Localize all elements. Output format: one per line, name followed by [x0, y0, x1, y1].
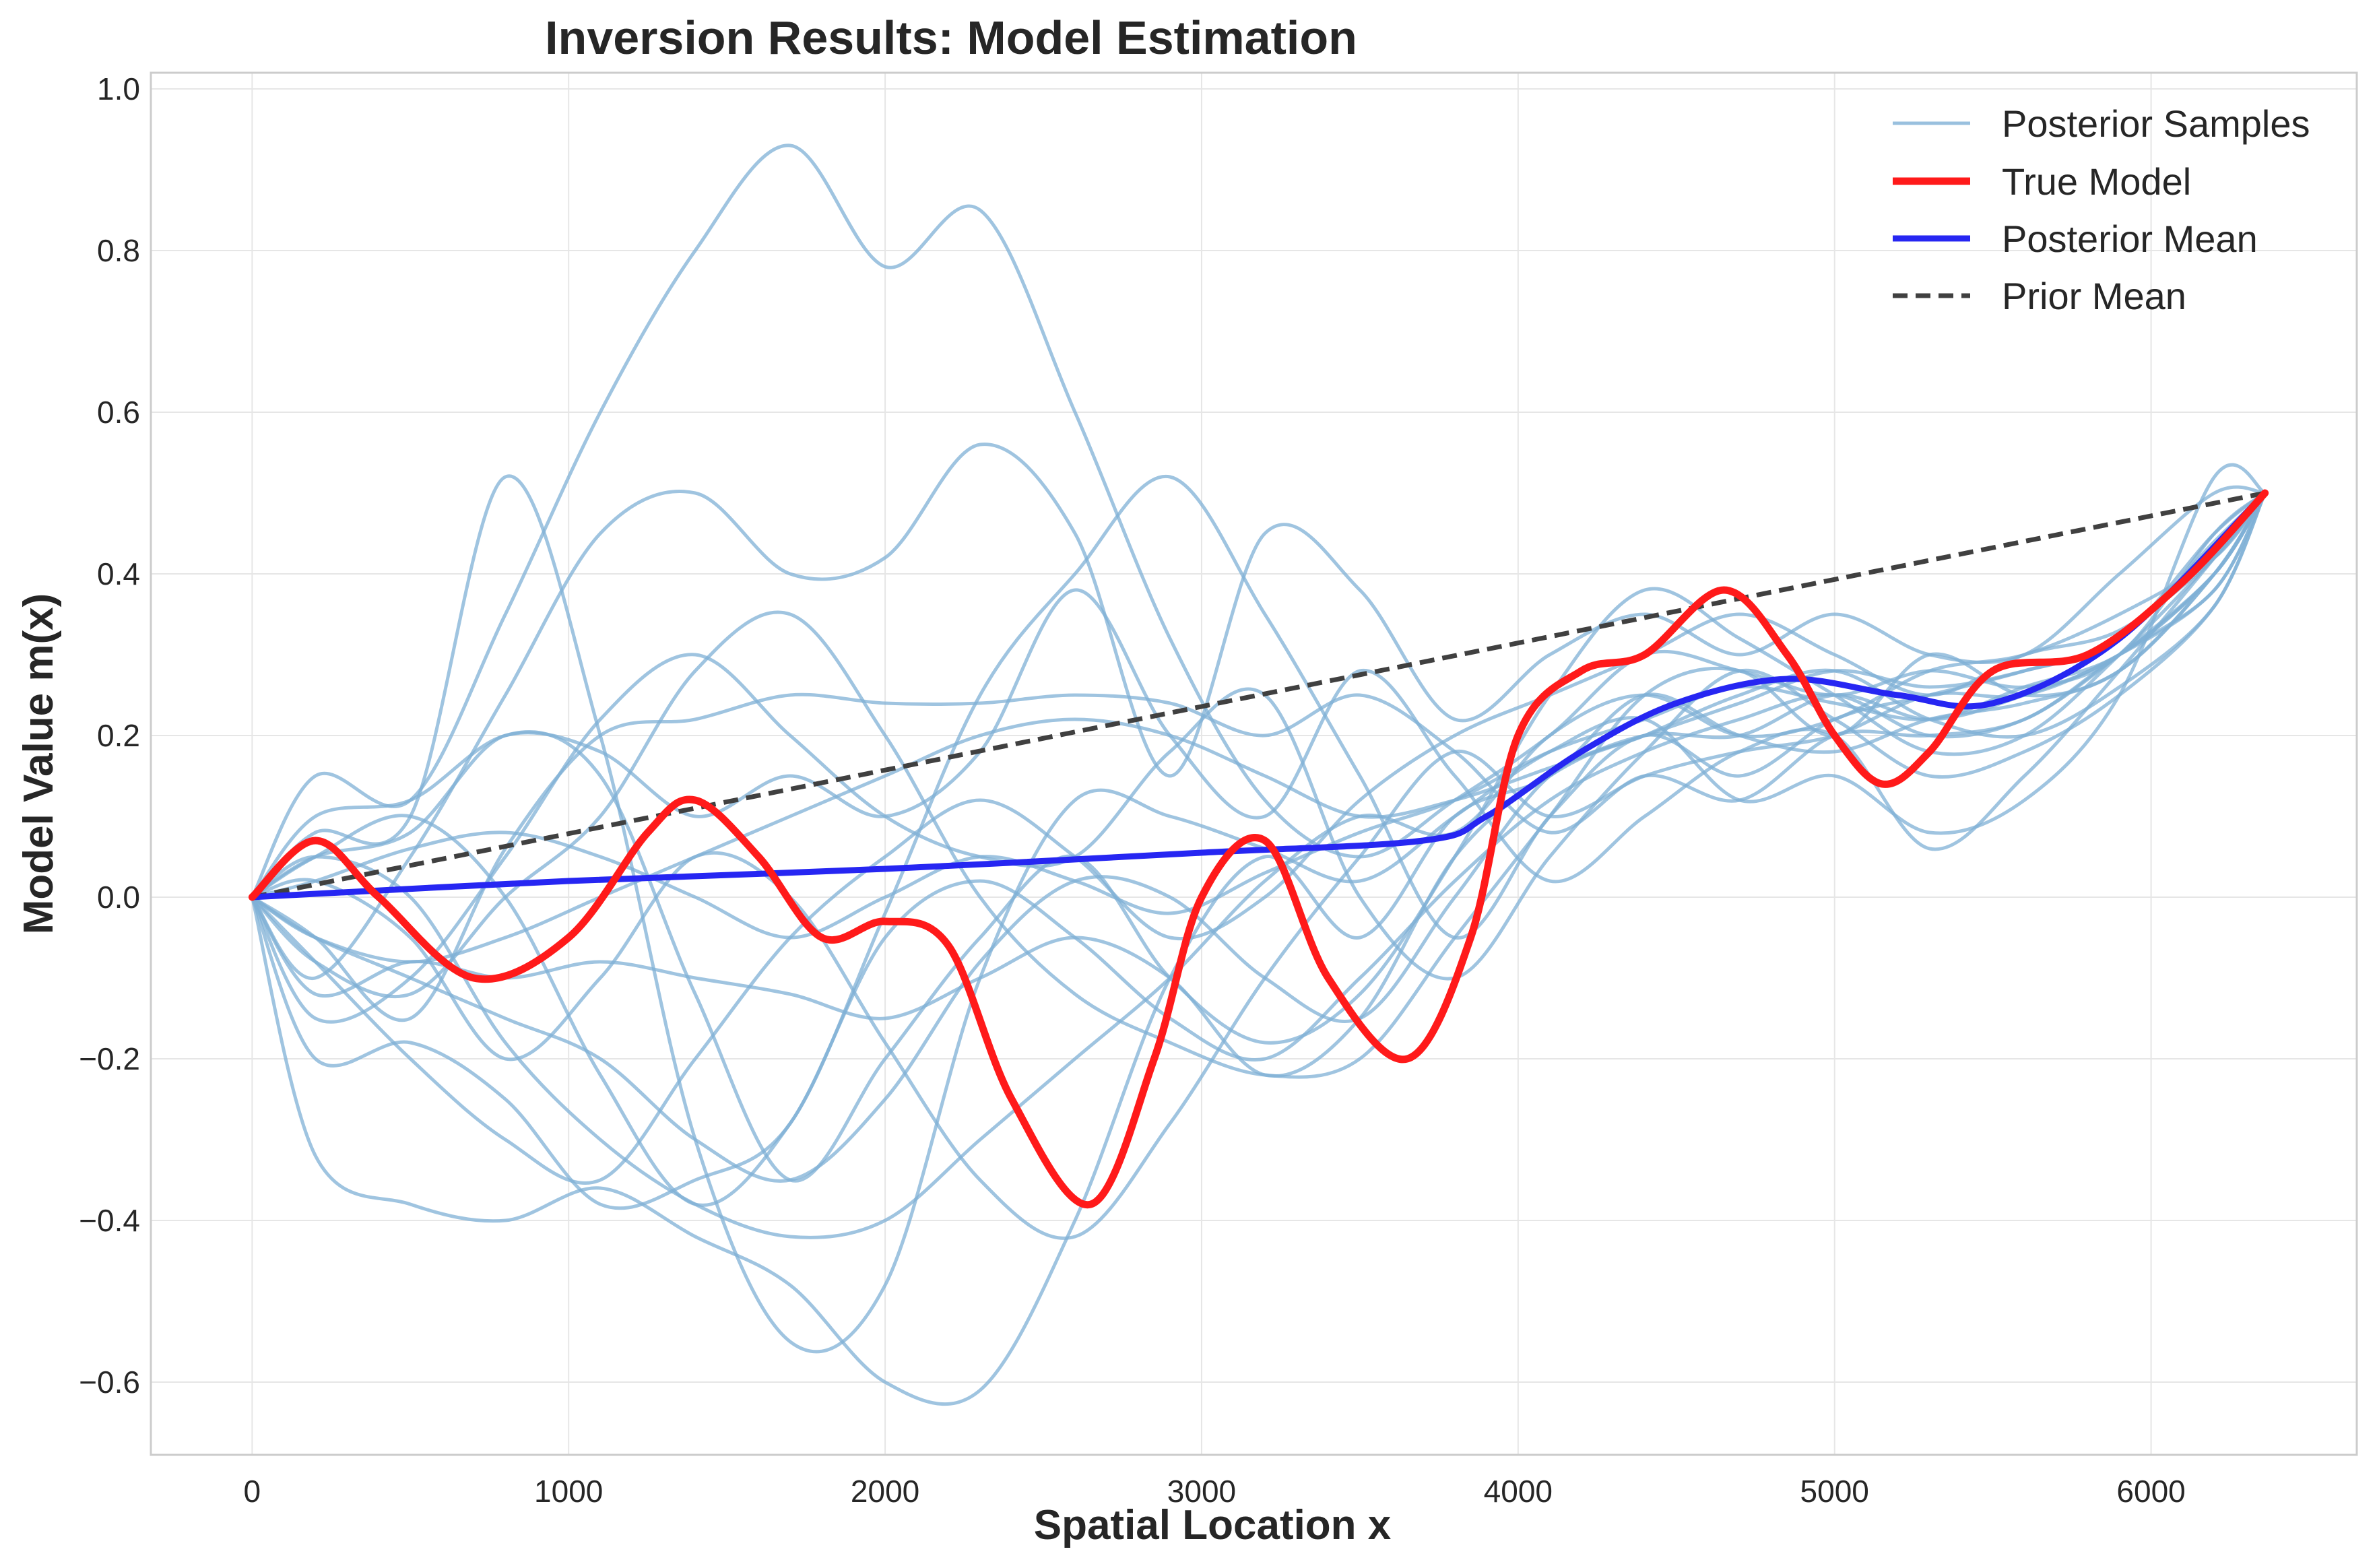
posterior-sample-line [251, 492, 2267, 1185]
posterior-sample-line [251, 492, 2267, 940]
legend: Posterior Samples True Model Posterior M… [1893, 102, 2310, 317]
x-tick-label: 1000 [534, 1474, 603, 1509]
y-axis-label: Model Value m(x) [15, 593, 62, 934]
y-tick-label: 0.2 [97, 718, 140, 753]
posterior-sample-line [251, 492, 2267, 964]
y-tick-label: 1.0 [97, 71, 140, 106]
x-tick-label: 5000 [1800, 1474, 1869, 1509]
y-tick-label: 0.6 [97, 395, 140, 430]
x-tick-label: 2000 [851, 1474, 919, 1509]
y-tick-label: 0.0 [97, 880, 140, 915]
plot-area [151, 73, 2357, 1455]
y-tick-label: −0.2 [79, 1041, 140, 1076]
posterior-sample-line [251, 492, 2267, 1239]
y-tick-label: −0.6 [79, 1365, 140, 1400]
legend-label-prior-mean: Prior Mean [2002, 275, 2186, 317]
posterior-sample-line [251, 492, 2267, 1183]
legend-label-true-model: True Model [2002, 160, 2191, 203]
legend-label-posterior-mean: Posterior Mean [2002, 218, 2258, 260]
chart-title: Inversion Results: Model Estimation [545, 11, 1357, 64]
x-tick-label: 3000 [1167, 1474, 1236, 1509]
x-tick-label: 0 [244, 1474, 261, 1509]
posterior-sample-line [251, 143, 2267, 899]
x-tick-label: 4000 [1484, 1474, 1553, 1509]
legend-label-posterior-samples: Posterior Samples [2002, 102, 2310, 145]
x-axis-label: Spatial Location x [1034, 1502, 1392, 1548]
true-model-line [248, 489, 2269, 1209]
x-tick-labels: 0 1000 2000 3000 4000 5000 6000 [244, 1474, 2186, 1509]
x-tick-label: 6000 [2116, 1474, 2185, 1509]
y-tick-labels: −0.6 −0.4 −0.2 0.0 0.2 0.4 0.6 0.8 1.0 [79, 71, 140, 1400]
plot-frame [150, 71, 2358, 1456]
y-tick-label: 0.4 [97, 556, 140, 591]
y-tick-label: −0.4 [79, 1203, 140, 1238]
posterior-sample-line [251, 492, 2267, 1078]
posterior-sample-line [251, 463, 2267, 1354]
posterior-sample-line [251, 443, 2265, 980]
y-tick-label: 0.8 [97, 233, 140, 268]
posterior-sample-line [251, 492, 2267, 1022]
posterior-sample-line [251, 492, 2267, 899]
series-layer [248, 143, 2269, 1406]
